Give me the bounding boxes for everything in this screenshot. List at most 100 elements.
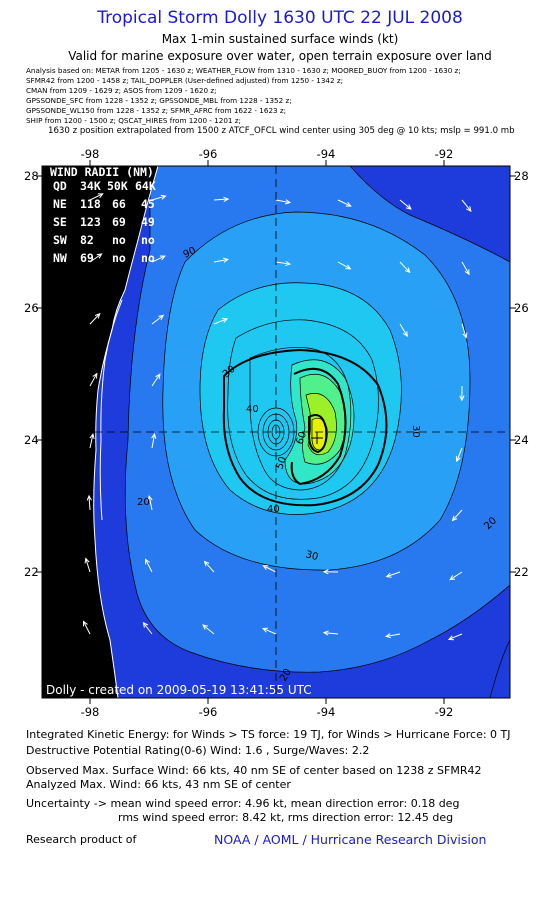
wind-radii-value: no bbox=[141, 251, 155, 265]
coastline bbox=[93, 166, 159, 698]
lat-label: 28 bbox=[24, 169, 39, 183]
wind-vector bbox=[151, 195, 166, 201]
map-credit: Dolly - created on 2009-05-19 13:41:55 U… bbox=[46, 683, 312, 697]
wind-radii-header: 64K bbox=[135, 179, 156, 193]
analyzed-max-wind: Analyzed Max. Wind: 66 kts, 43 nm SE of … bbox=[26, 778, 291, 791]
wind-radii-value: 69 bbox=[80, 251, 94, 265]
contour-label: 60 bbox=[294, 430, 309, 446]
map-subtitle-validity: Valid for marine exposure over water, op… bbox=[68, 49, 492, 63]
lat-label: 22 bbox=[514, 565, 529, 579]
wind-vector-head bbox=[405, 204, 412, 210]
wind-vector-head bbox=[222, 317, 229, 323]
wind-vector-head bbox=[404, 267, 411, 274]
contour-label: 30 bbox=[410, 425, 421, 438]
wind-vector-head bbox=[384, 633, 391, 639]
wind-vector-head bbox=[203, 560, 210, 567]
observed-max-wind: Observed Max. Surface Wind: 66 kts, 40 n… bbox=[26, 764, 482, 777]
wind-vector bbox=[448, 633, 463, 640]
wind-vector-head bbox=[451, 515, 458, 522]
position-note: 1630 z position extrapolated from 1500 z… bbox=[48, 126, 515, 136]
wind-vector bbox=[452, 509, 463, 521]
ike-text: Integrated Kinetic Energy: for Winds > T… bbox=[26, 728, 511, 741]
wind-radii-quadrant: SW bbox=[53, 233, 67, 247]
wind-vector-head bbox=[345, 264, 352, 270]
wind-vector bbox=[142, 622, 153, 635]
research-label: Research product of bbox=[26, 833, 137, 846]
wind-vector bbox=[399, 199, 412, 210]
wind-vector bbox=[202, 624, 215, 635]
contour-label: 50 bbox=[274, 455, 289, 471]
wind-vector bbox=[399, 261, 411, 273]
wind-radii-value: 118 bbox=[80, 197, 101, 211]
lon-label: -94 bbox=[317, 705, 336, 719]
lat-label: 26 bbox=[514, 301, 529, 315]
wind-radii-value: 66 bbox=[112, 197, 126, 211]
wind-vector bbox=[151, 255, 166, 263]
lon-label: -92 bbox=[435, 147, 454, 161]
source-line: Analysis based on: METAR from 1205 - 163… bbox=[26, 66, 461, 75]
wind-vector bbox=[385, 633, 401, 637]
wind-vector-head bbox=[284, 199, 292, 205]
wind-radii-contours bbox=[222, 348, 388, 507]
wind-vector-head bbox=[322, 630, 329, 636]
lon-label: -96 bbox=[199, 705, 218, 719]
wind-vector-head bbox=[223, 196, 230, 202]
wind-field: 90 90 20 20 20 20 30 30 30 40 40 50 60 W… bbox=[42, 166, 510, 698]
wind-vector bbox=[151, 314, 164, 325]
wind-radii-header: 34K bbox=[80, 179, 101, 193]
lat-label: 22 bbox=[24, 565, 39, 579]
lat-label: 24 bbox=[514, 433, 529, 447]
wind-vector-head bbox=[84, 557, 90, 564]
map-subtitle: Max 1-min sustained surface winds (kt) bbox=[161, 32, 399, 46]
wind-vector-head bbox=[155, 373, 161, 380]
wind-vector-head bbox=[261, 627, 268, 633]
wind-radii-value: 69 bbox=[112, 215, 126, 229]
wind-vector-head bbox=[464, 269, 470, 276]
wind-radii-quadrant: NW bbox=[53, 251, 67, 265]
wind-vector-head bbox=[459, 395, 465, 402]
wind-vectors bbox=[82, 193, 472, 641]
contour-region-64kt bbox=[312, 418, 328, 450]
lon-label: -96 bbox=[199, 147, 218, 161]
wind-radii-value: 123 bbox=[80, 215, 101, 229]
wind-vector-head bbox=[151, 432, 157, 440]
uncertainty-rms: rms wind speed error: 8.42 kt, rms direc… bbox=[118, 811, 454, 824]
lat-label: 26 bbox=[24, 301, 39, 315]
lon-label: -94 bbox=[317, 147, 336, 161]
wind-vector-head bbox=[82, 620, 88, 627]
wind-vector bbox=[461, 323, 467, 338]
wind-vector-head bbox=[262, 565, 269, 571]
source-line: CMAN from 1209 - 1629 z; ASOS from 1209 … bbox=[26, 86, 217, 95]
wind-vector bbox=[275, 199, 291, 204]
wind-vector-head bbox=[455, 456, 461, 463]
wind-vector bbox=[85, 558, 91, 573]
wind-vector-head bbox=[402, 331, 408, 338]
wind-vector bbox=[151, 373, 161, 387]
storm-center-marker bbox=[311, 432, 323, 444]
wind-map: 90 90 20 20 20 20 30 30 30 40 40 50 60 W… bbox=[24, 147, 529, 719]
contour-lines bbox=[59, 166, 510, 698]
organization-name: NOAA / AOML / Hurricane Research Divisio… bbox=[214, 832, 487, 847]
map-title: Tropical Storm Dolly 1630 UTC 22 JUL 200… bbox=[97, 8, 463, 28]
wind-vector bbox=[151, 433, 156, 449]
wind-vector-head bbox=[447, 635, 454, 641]
wind-vector bbox=[89, 313, 101, 325]
source-line: GPSSONDE_WL150 from 1228 - 1352 z; SFMR_… bbox=[26, 106, 287, 115]
wind-vector-head bbox=[89, 433, 95, 440]
barrier-island bbox=[99, 299, 123, 521]
wind-vector-head bbox=[158, 314, 165, 321]
source-line: SHIP from 1200 - 1500 z; QSCAT_HIRES fro… bbox=[26, 116, 241, 125]
wind-vector bbox=[323, 632, 339, 635]
wind-vector bbox=[148, 496, 153, 511]
wind-radii-value: 49 bbox=[141, 215, 155, 229]
wind-vector bbox=[337, 199, 351, 207]
land-mass bbox=[42, 166, 158, 698]
wind-radii-quadrant: NE bbox=[53, 197, 67, 211]
wind-vector-head bbox=[94, 312, 101, 319]
wind-vector-head bbox=[462, 332, 468, 339]
source-line: GPSSONDE_SFC from 1228 - 1352 z; GPSSOND… bbox=[26, 96, 292, 105]
contour-label: 40 bbox=[246, 404, 259, 415]
wind-vector-head bbox=[160, 194, 167, 200]
wind-radii-value: 45 bbox=[141, 197, 155, 211]
source-line: SFMR42 from 1200 - 1458 z; TAIL_DOPPLER … bbox=[26, 76, 344, 85]
